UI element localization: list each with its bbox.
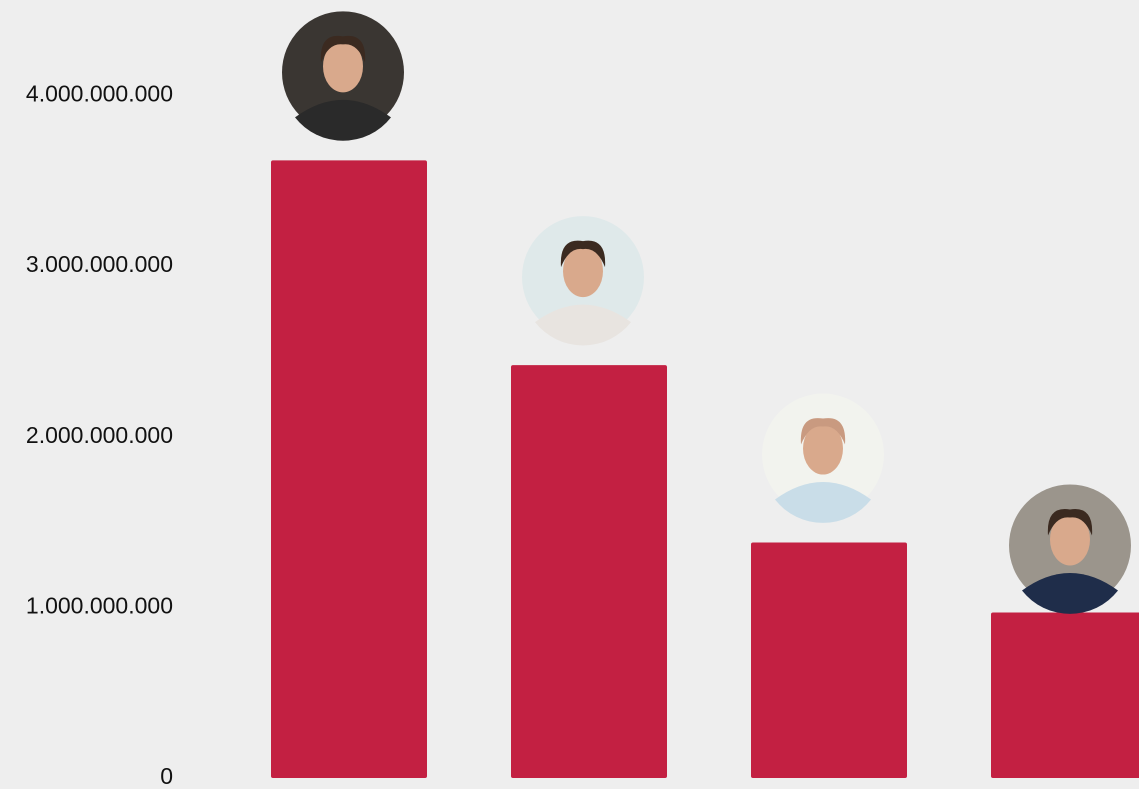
photo-body bbox=[1022, 573, 1118, 614]
candidate-photo bbox=[522, 216, 644, 346]
y-tick-label: 2.000.000.000 bbox=[26, 422, 173, 448]
photo-hair bbox=[320, 35, 366, 63]
y-tick-label: 3.000.000.000 bbox=[26, 251, 173, 277]
bar bbox=[511, 365, 667, 778]
bar bbox=[271, 160, 427, 778]
y-tick-label: 0 bbox=[160, 763, 173, 789]
photo-head bbox=[803, 422, 843, 475]
plot bbox=[271, 11, 1139, 778]
y-tick-label: 4.000.000.000 bbox=[26, 81, 173, 107]
photo-hair bbox=[1047, 509, 1093, 536]
photo-head bbox=[563, 245, 603, 298]
photo-body bbox=[775, 482, 871, 523]
y-tick-label: 1.000.000.000 bbox=[26, 592, 173, 618]
photo-head bbox=[323, 40, 363, 93]
photo-body bbox=[535, 304, 631, 346]
photo-hair bbox=[800, 418, 846, 445]
candidate-photo bbox=[762, 393, 884, 523]
photo-head bbox=[1050, 513, 1090, 566]
photo-body bbox=[295, 99, 391, 141]
candidate-photo bbox=[1009, 484, 1131, 614]
candidate-photo bbox=[282, 11, 404, 141]
bar bbox=[991, 612, 1139, 778]
photo-hair bbox=[560, 240, 606, 268]
bar bbox=[751, 542, 907, 778]
